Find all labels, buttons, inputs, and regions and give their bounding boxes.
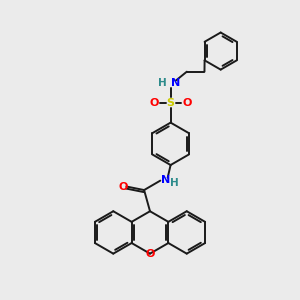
Text: O: O bbox=[149, 98, 158, 108]
Text: O: O bbox=[145, 249, 155, 259]
Text: N: N bbox=[161, 175, 170, 185]
Text: H: H bbox=[158, 79, 167, 88]
Text: H: H bbox=[170, 178, 178, 188]
Text: N: N bbox=[171, 79, 180, 88]
Text: O: O bbox=[183, 98, 192, 108]
Text: O: O bbox=[118, 182, 128, 191]
Text: S: S bbox=[167, 98, 175, 108]
